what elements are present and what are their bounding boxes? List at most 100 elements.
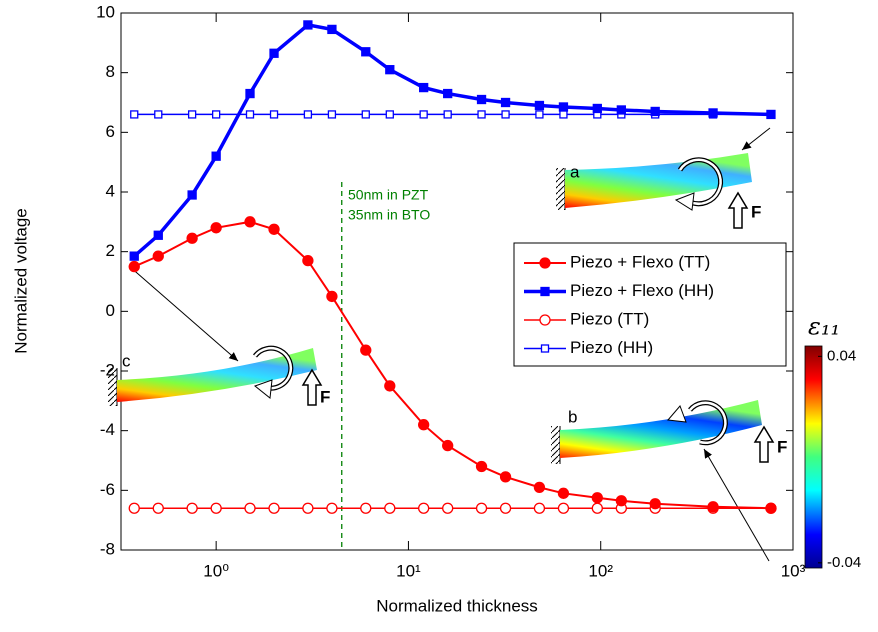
marker	[533, 502, 546, 514]
marker	[210, 502, 222, 514]
marker	[186, 232, 198, 244]
y-tick-label: -4	[100, 420, 115, 439]
marker	[707, 501, 719, 513]
marker	[326, 290, 338, 303]
marker	[269, 48, 279, 58]
marker	[327, 24, 337, 35]
pointer-arrow	[703, 448, 770, 562]
marker	[649, 498, 661, 510]
marker	[477, 110, 486, 119]
colorbar	[804, 345, 823, 569]
marker	[384, 502, 396, 514]
y-tick-label: -2	[100, 360, 115, 379]
marker	[418, 419, 430, 431]
y-tick-label: 4	[106, 181, 115, 200]
marker	[302, 254, 314, 267]
marker	[385, 65, 395, 75]
marker	[269, 110, 279, 119]
y-tick-label: 8	[106, 62, 115, 81]
marker	[268, 223, 280, 235]
annotation: F	[751, 202, 761, 221]
marker	[327, 110, 337, 119]
marker	[475, 502, 488, 514]
marker	[128, 260, 140, 273]
annotation: c	[122, 351, 131, 370]
pointer-arrow	[741, 127, 771, 151]
marker	[500, 97, 511, 108]
colorbar-label: ε₁₁	[808, 313, 840, 341]
x-tick-label: 10²	[588, 561, 613, 580]
legend-marker	[540, 344, 550, 353]
marker	[210, 222, 222, 234]
marker	[650, 106, 660, 117]
marker	[443, 110, 452, 119]
marker	[152, 250, 164, 262]
marker	[591, 502, 603, 514]
x-tick-label: 10³	[781, 561, 806, 580]
vline-label: 50nm in PZT	[348, 187, 429, 203]
y-tick-label: 10	[96, 2, 115, 21]
marker	[534, 100, 545, 111]
marker	[244, 502, 256, 514]
marker	[129, 251, 139, 261]
marker	[384, 380, 396, 392]
marker	[360, 344, 372, 356]
marker	[708, 108, 718, 118]
marker	[245, 88, 255, 99]
marker	[443, 88, 453, 99]
legend-marker	[539, 314, 551, 326]
marker	[591, 492, 603, 504]
marker	[501, 110, 510, 119]
legend-label: Piezo (TT)	[570, 309, 649, 328]
marker	[557, 487, 570, 499]
marker	[153, 230, 163, 240]
y-tick-label: -6	[100, 480, 115, 499]
marker	[616, 105, 626, 115]
marker	[385, 110, 394, 119]
marker	[360, 502, 372, 514]
marker	[154, 110, 163, 119]
marker	[475, 460, 488, 473]
marker	[499, 471, 512, 483]
marker	[130, 110, 139, 119]
marker	[419, 82, 429, 93]
pointer-arrow	[128, 265, 239, 362]
marker	[419, 110, 428, 119]
marker	[476, 94, 487, 105]
marker	[212, 110, 221, 119]
marker	[615, 495, 627, 507]
marker	[558, 102, 569, 112]
annotation: b	[568, 407, 577, 426]
colorbar-tick-label: -0.04	[827, 554, 861, 571]
marker	[361, 47, 371, 57]
y-tick-label: 6	[106, 122, 115, 141]
marker	[533, 481, 546, 494]
marker	[418, 502, 430, 514]
annotation: a	[570, 162, 580, 181]
marker	[211, 151, 221, 161]
y-tick-label: -8	[100, 539, 115, 558]
y-tick-label: 2	[106, 241, 115, 260]
marker	[244, 216, 256, 228]
legend-marker	[540, 286, 550, 297]
marker	[187, 110, 197, 119]
marker	[535, 110, 544, 119]
marker	[442, 439, 454, 452]
marker	[268, 502, 280, 514]
x-tick-label: 10⁰	[203, 561, 229, 580]
marker	[303, 20, 313, 30]
annotation: F	[777, 437, 787, 456]
marker	[559, 110, 568, 119]
marker	[303, 110, 313, 119]
x-tick-label: 10¹	[396, 561, 421, 580]
beam-diagram-c	[108, 345, 323, 406]
marker	[245, 110, 255, 119]
marker	[766, 109, 776, 120]
legend-label: Piezo (HH)	[570, 338, 653, 357]
marker	[187, 190, 197, 200]
colorbar-tick-label: 0.04	[827, 347, 856, 364]
marker	[152, 502, 164, 514]
vline-label: 35nm in BTO	[348, 207, 430, 223]
x-axis-label: Normalized thickness	[376, 596, 538, 615]
